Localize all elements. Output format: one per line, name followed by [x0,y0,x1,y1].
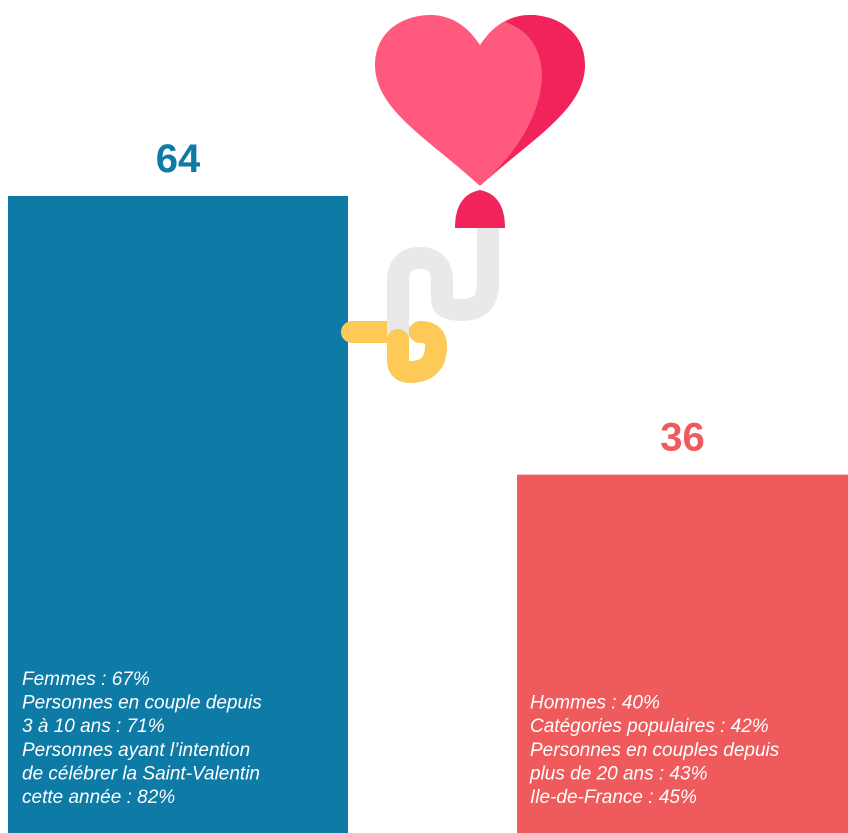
bar-annotation: Personnes en couple depuis [22,693,262,714]
bar-annotation: 3 à 10 ans : 71% [22,716,165,737]
bar-annotation: plus de 20 ans : 43% [529,763,708,784]
balloon-icon [341,15,585,384]
bar-annotation: Catégories populaires : 42% [530,716,769,737]
bar [8,196,348,833]
bars: 64 Femmes : 67% Personnes en couple depuis… [8,137,848,833]
bar [517,474,848,833]
bar-annotation: Femmes : 67% [22,669,150,690]
bar-annotation: Personnes en couples depuis [530,740,780,761]
bar-annotation: de célébrer la Saint-Valentin [22,763,260,784]
bar-annotation: cette année : 82% [22,787,175,808]
value-label: 64 [156,137,201,181]
bar-annotation: Personnes ayant l’intention [22,740,250,761]
bar-annotation: Hommes : 40% [530,693,660,714]
value-label: 36 [660,416,705,460]
bar-annotation: Ile-de-France : 45% [530,787,697,808]
